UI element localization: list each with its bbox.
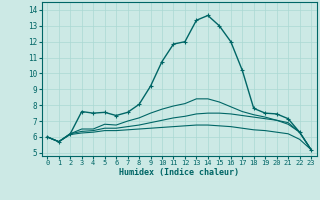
X-axis label: Humidex (Indice chaleur): Humidex (Indice chaleur) xyxy=(119,168,239,177)
